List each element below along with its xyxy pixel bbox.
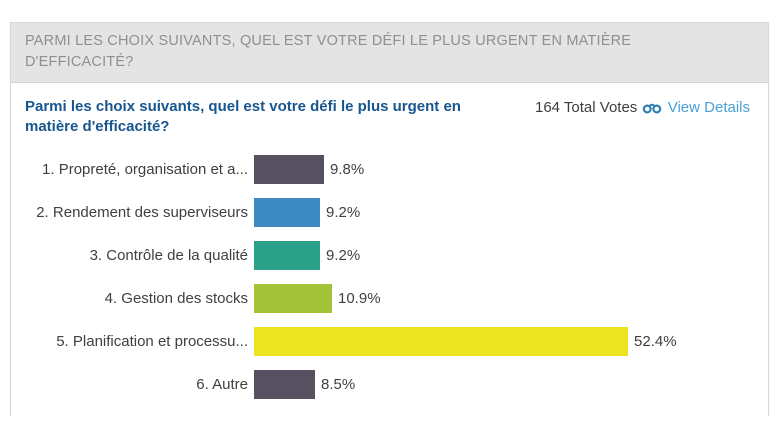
view-details-link[interactable]: View Details bbox=[642, 99, 750, 116]
bar-value-label: 52.4% bbox=[634, 332, 677, 350]
bar bbox=[254, 197, 320, 227]
bar bbox=[254, 283, 332, 313]
poll-bars: 1. Propreté, organisation et a... 9.8% 2… bbox=[23, 148, 754, 406]
bar bbox=[254, 154, 324, 184]
bar-label: 6. Autre bbox=[196, 375, 248, 393]
bar-row: 2. Rendement des superviseurs 9.2% bbox=[23, 191, 754, 234]
poll-widget-panel: PARMI LES CHOIX SUIVANTS, QUEL EST VOTRE… bbox=[10, 22, 769, 424]
bar bbox=[254, 240, 320, 270]
bar-value-label: 9.8% bbox=[330, 160, 365, 178]
binoculars-icon bbox=[642, 101, 662, 114]
poll-section-title: PARMI LES CHOIX SUIVANTS, QUEL EST VOTRE… bbox=[25, 33, 632, 71]
bar-label: 5. Planification et processu... bbox=[56, 332, 248, 350]
bar-label: 1. Propreté, organisation et a... bbox=[42, 160, 248, 178]
bar bbox=[254, 326, 628, 356]
bar-value-label: 9.2% bbox=[326, 203, 361, 221]
poll-question: Parmi les choix suivants, quel est votre… bbox=[25, 98, 461, 136]
poll-section-header: PARMI LES CHOIX SUIVANTS, QUEL EST VOTRE… bbox=[11, 23, 768, 84]
bar-label: 3. Contrôle de la qualité bbox=[89, 246, 248, 264]
poll-meta-row: Parmi les choix suivants, quel est votre… bbox=[25, 97, 754, 138]
bar-value-label: 8.5% bbox=[321, 375, 356, 393]
bar-value-label: 9.2% bbox=[326, 246, 361, 264]
bar-label: 2. Rendement des superviseurs bbox=[36, 203, 248, 221]
view-details-label: View Details bbox=[667, 99, 750, 117]
bar-row: 3. Contrôle de la qualité 9.2% bbox=[23, 234, 754, 277]
total-votes: 164 Total Votes bbox=[535, 99, 638, 117]
bar-row: 4. Gestion des stocks 10.9% bbox=[23, 277, 754, 320]
bar-row: 1. Propreté, organisation et a... 9.8% bbox=[23, 148, 754, 191]
bar-label: 4. Gestion des stocks bbox=[104, 289, 248, 307]
bar-row: 5. Planification et processu... 52.4% bbox=[23, 320, 754, 363]
bar-row: 6. Autre 8.5% bbox=[23, 363, 754, 406]
bar-value-label: 10.9% bbox=[338, 289, 381, 307]
poll-results-content: Parmi les choix suivants, quel est votre… bbox=[11, 83, 768, 424]
bar bbox=[254, 369, 315, 399]
